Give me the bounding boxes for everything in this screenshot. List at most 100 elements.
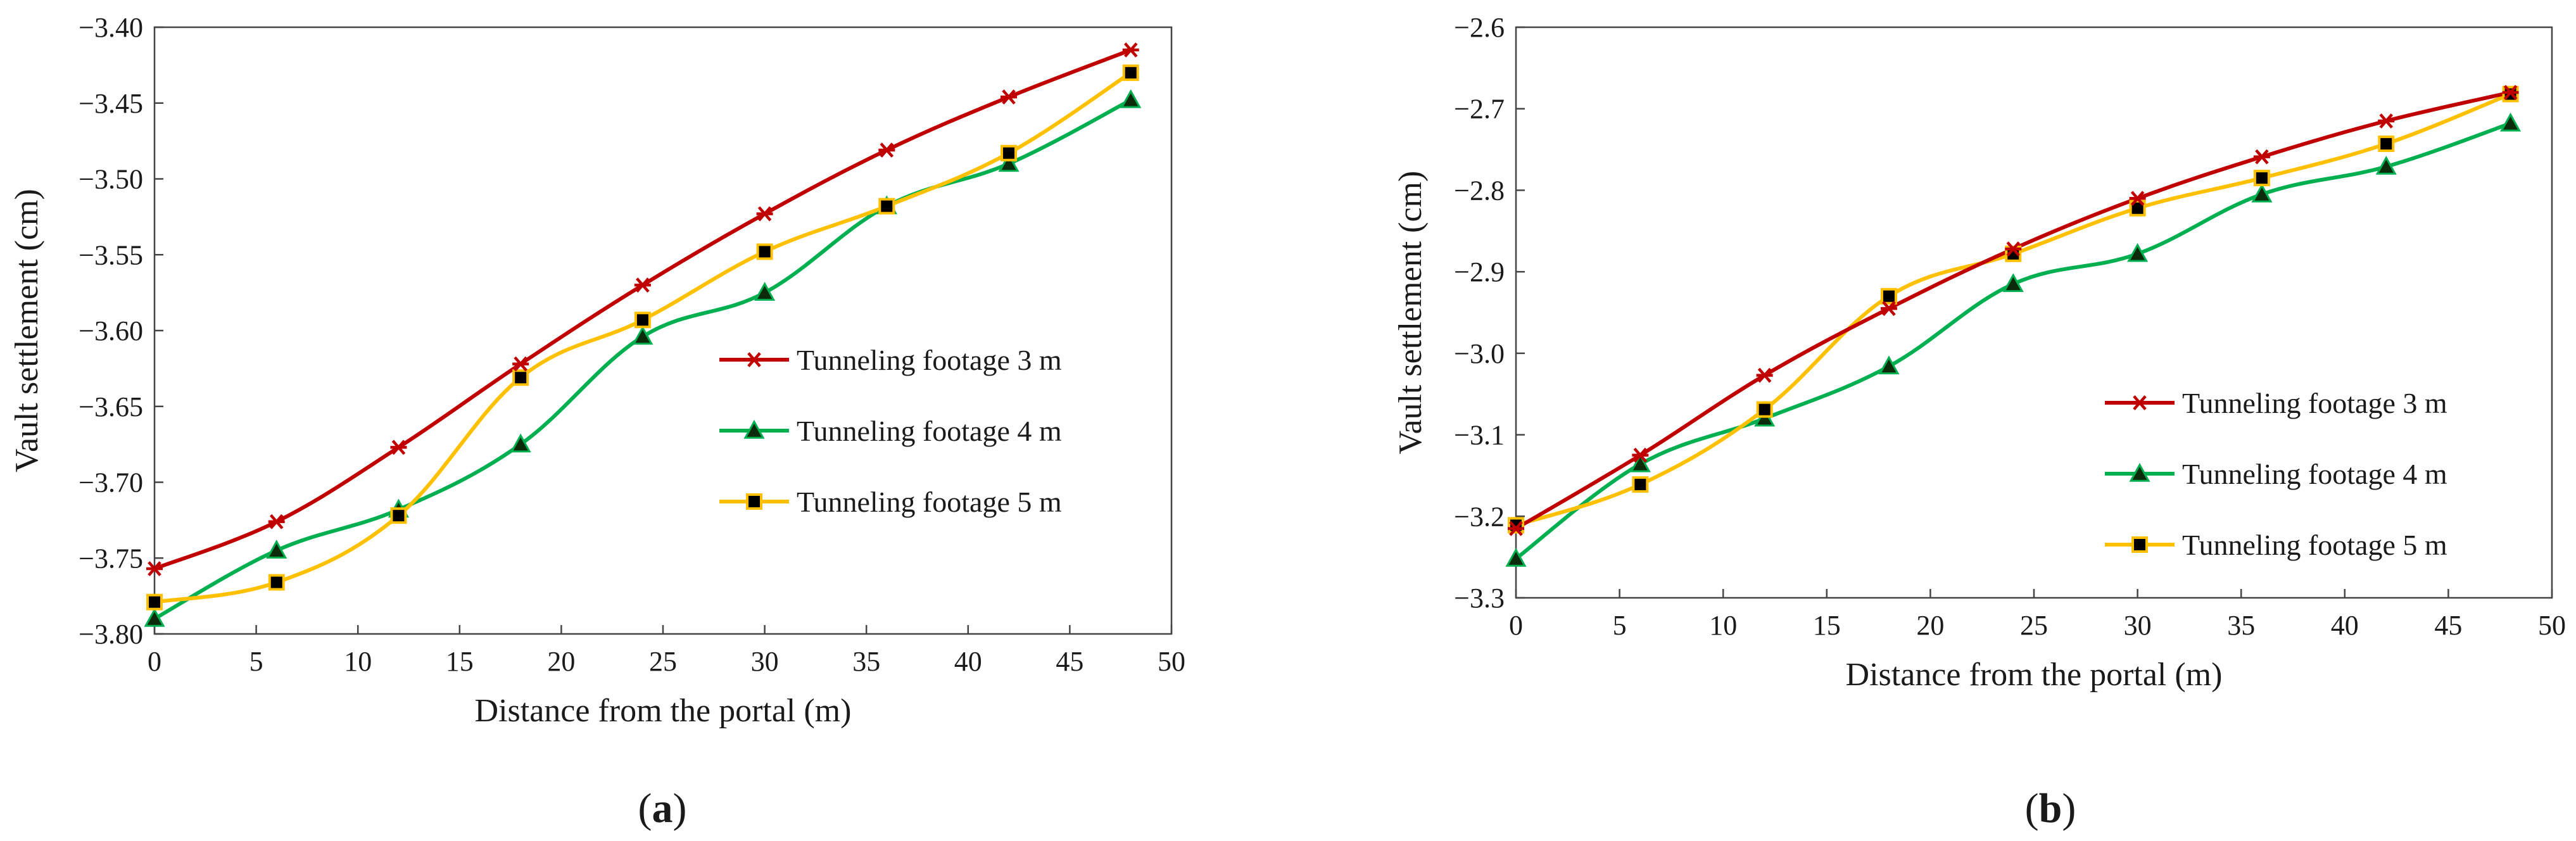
x-axis-title-a: Distance from the portal (m) — [475, 693, 852, 729]
series-line-b-2 — [1514, 121, 2513, 561]
y-axis-title-a: Vault settlement (cm) — [9, 189, 45, 472]
chart-panel-a: 0 5 10 15 20 25 30 35 40 45 50 −3.40 −3.45 −3.50 −3.55… — [9, 12, 1185, 729]
marker-b-series-3-point-7 — [2253, 170, 2270, 187]
panel-label-a: (a) — [638, 785, 687, 832]
plot-area-b — [1515, 26, 2553, 599]
x-tick-label-b-6: 30 — [2124, 610, 2152, 641]
legend-label-a-1: Tunneling footage 3 m — [797, 344, 1062, 376]
marker-b-series-1-point-2 — [1632, 447, 1649, 463]
y-tick-label-b-7: −3.3 — [1454, 583, 1505, 614]
marker-a-series-1-point-1 — [146, 561, 163, 576]
marker-b-series-1-point-5 — [2005, 241, 2022, 256]
y-tick-label-a-3: −3.55 — [79, 239, 143, 270]
legend-b: Tunneling footage 3 m Tunneling footage 4… — [2105, 387, 2447, 561]
x-tick-label-b-10: 50 — [2538, 610, 2566, 641]
x-tick-label-b-4: 20 — [1916, 610, 1944, 641]
marker-legend-b-series-1-point-1 — [2131, 395, 2148, 410]
marker-legend-b-series-3-point-1 — [2131, 536, 2148, 553]
marker-a-series-2-point-5 — [632, 326, 653, 345]
x-tick-label-a-4: 20 — [547, 646, 575, 677]
marker-a-series-3-point-2 — [268, 574, 285, 591]
x-tick-label-a-7: 35 — [852, 646, 880, 677]
marker-a-series-2-point-2 — [266, 540, 287, 559]
marker-a-series-3-point-6 — [756, 243, 773, 260]
marker-b-series-1-point-8 — [2378, 113, 2395, 129]
marker-b-series-1-point-9 — [2502, 85, 2519, 100]
y-tick-label-b-5: −3.1 — [1454, 420, 1505, 451]
x-tick-label-b-8: 40 — [2331, 610, 2359, 641]
marker-b-series-1-point-6 — [2129, 191, 2146, 206]
marker-a-series-3-point-4 — [512, 369, 529, 386]
x-tick-label-b-9: 45 — [2434, 610, 2462, 641]
legend-label-a-3: Tunneling footage 5 m — [797, 486, 1062, 518]
marker-b-series-3-point-4 — [1880, 288, 1897, 305]
marker-legend-a-series-3-point-1 — [746, 493, 762, 510]
marker-a-series-2-point-8 — [998, 153, 1020, 172]
marker-a-series-3-point-3 — [390, 507, 407, 524]
x-tick-label-b-3: 15 — [1813, 610, 1841, 641]
marker-a-series-2-point-6 — [754, 282, 776, 301]
x-axis-title-b: Distance from the portal (m) — [1846, 657, 2223, 693]
marker-a-series-1-point-7 — [878, 142, 895, 158]
legend-label-b-2: Tunneling footage 4 m — [2182, 458, 2447, 490]
legend-label-b-3: Tunneling footage 5 m — [2182, 529, 2447, 561]
marker-a-series-2-point-9 — [1120, 89, 1142, 108]
plot-area-a — [153, 26, 1173, 635]
marker-b-series-2-point-8 — [2375, 156, 2397, 175]
y-axis-title-b: Vault settlement (cm) — [1392, 171, 1429, 455]
y-tick-label-a-5: −3.65 — [79, 391, 143, 422]
marker-b-series-3-point-2 — [1632, 476, 1649, 493]
series-line-a-1 — [153, 47, 1133, 571]
marker-legend-b-series-2-point-1 — [2129, 462, 2150, 482]
marker-b-series-1-point-4 — [1880, 301, 1897, 316]
marker-a-series-1-point-4 — [512, 356, 529, 372]
y-tick-label-a-8: −3.80 — [79, 619, 143, 650]
marker-a-series-1-point-2 — [268, 514, 285, 529]
x-tick-label-a-5: 25 — [649, 646, 677, 677]
marker-b-series-2-point-7 — [2251, 183, 2273, 203]
x-tick-label-b-7: 35 — [2227, 610, 2255, 641]
y-tick-label-b-6: −3.2 — [1454, 501, 1505, 532]
x-tick-label-b-1: 5 — [1613, 610, 1627, 641]
x-tick-label-b-2: 10 — [1709, 610, 1737, 641]
y-tick-label-a-0: −3.40 — [79, 12, 143, 43]
legend-label-a-2: Tunneling footage 4 m — [797, 415, 1062, 447]
marker-b-series-2-point-1 — [1505, 548, 1527, 567]
y-tick-label-b-2: −2.8 — [1454, 175, 1505, 206]
marker-a-series-3-point-7 — [878, 198, 895, 215]
marker-a-series-1-point-5 — [634, 277, 651, 293]
x-tick-label-a-0: 0 — [148, 646, 161, 677]
marker-legend-a-series-1-point-1 — [746, 352, 762, 367]
marker-b-series-2-point-4 — [1878, 355, 1900, 375]
y-tick-label-a-7: −3.75 — [79, 543, 143, 574]
marker-a-series-2-point-1 — [144, 607, 165, 627]
marker-b-series-1-point-7 — [2253, 149, 2270, 165]
marker-b-series-1-point-3 — [1756, 367, 1773, 383]
chart-panel-b: 0 5 10 15 20 25 30 35 40 45 50 −2.6 −2.7 −2.8 −2.9 −3.0… — [1392, 12, 2566, 693]
marker-a-series-1-point-3 — [390, 439, 407, 455]
marker-b-series-3-point-3 — [1756, 401, 1773, 418]
panel-label-b: (b) — [2025, 785, 2076, 832]
marker-b-series-3-point-8 — [2378, 136, 2395, 153]
marker-a-series-3-point-9 — [1122, 64, 1139, 81]
marker-a-series-3-point-5 — [634, 312, 651, 329]
y-tick-label-b-1: −2.7 — [1454, 94, 1505, 125]
y-tick-label-a-4: −3.60 — [79, 315, 143, 346]
marker-b-series-3-point-6 — [2129, 199, 2146, 217]
x-tick-label-a-10: 50 — [1158, 646, 1185, 677]
x-tick-label-a-1: 5 — [249, 646, 263, 677]
marker-b-series-2-point-6 — [2127, 243, 2149, 262]
marker-a-series-1-point-9 — [1122, 42, 1139, 58]
marker-a-series-3-point-8 — [1001, 144, 1018, 161]
marker-b-series-2-point-2 — [1629, 453, 1651, 472]
marker-a-series-1-point-6 — [756, 206, 773, 222]
x-tick-label-b-5: 25 — [2020, 610, 2048, 641]
y-tick-label-b-0: −2.6 — [1454, 12, 1505, 43]
legend-label-b-1: Tunneling footage 3 m — [2182, 387, 2447, 419]
x-tick-label-a-2: 10 — [344, 646, 372, 677]
y-tick-label-a-1: −3.45 — [79, 88, 143, 119]
legend-a: Tunneling footage 3 m Tunneling footage 4… — [719, 344, 1062, 518]
marker-a-series-3-point-1 — [146, 593, 163, 610]
y-tick-label-a-2: −3.50 — [79, 164, 143, 195]
